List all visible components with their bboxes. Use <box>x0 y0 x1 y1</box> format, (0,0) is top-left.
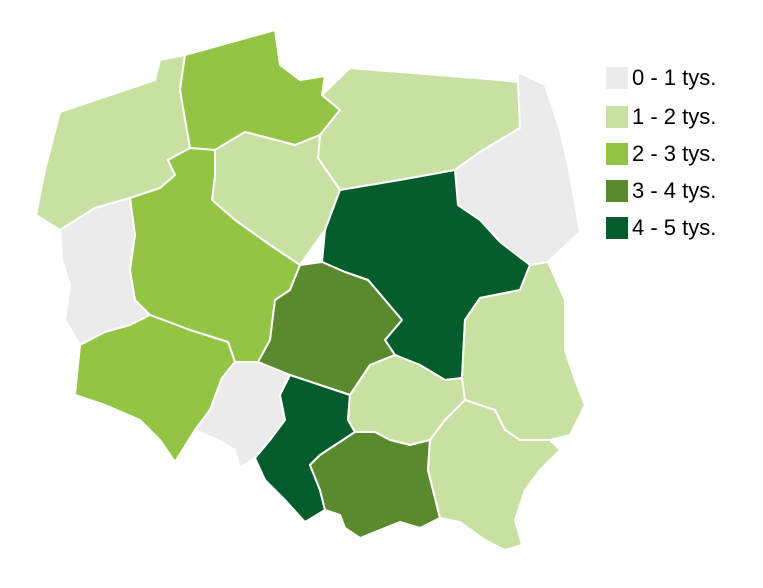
legend-label-4: 4 - 5 tys. <box>632 215 717 240</box>
region-malopolskie <box>309 431 441 539</box>
region-podkarpackie <box>427 399 561 551</box>
legend-label-0: 0 - 1 tys. <box>632 65 717 90</box>
legend-item-1: 1 - 2 tys. <box>606 103 716 131</box>
legend-label-2: 2 - 3 tys. <box>632 141 717 166</box>
legend-item-4: 4 - 5 tys. <box>606 214 716 242</box>
legend-swatch-4 <box>606 217 628 239</box>
region-pomorskie <box>179 29 341 151</box>
legend-swatch-3 <box>606 180 628 202</box>
legend: 0 - 1 tys. 1 - 2 tys. 2 - 3 tys. 3 - 4 t… <box>606 64 716 251</box>
legend-label-3: 3 - 4 tys. <box>632 178 717 203</box>
legend-swatch-2 <box>606 143 628 165</box>
legend-swatch-0 <box>606 67 628 89</box>
legend-item-0: 0 - 1 tys. <box>606 64 716 92</box>
legend-item-2: 2 - 3 tys. <box>606 140 716 168</box>
legend-label-1: 1 - 2 tys. <box>632 104 717 129</box>
region-dolnoslaskie <box>74 314 236 463</box>
legend-swatch-1 <box>606 106 628 128</box>
legend-item-3: 3 - 4 tys. <box>606 177 716 205</box>
